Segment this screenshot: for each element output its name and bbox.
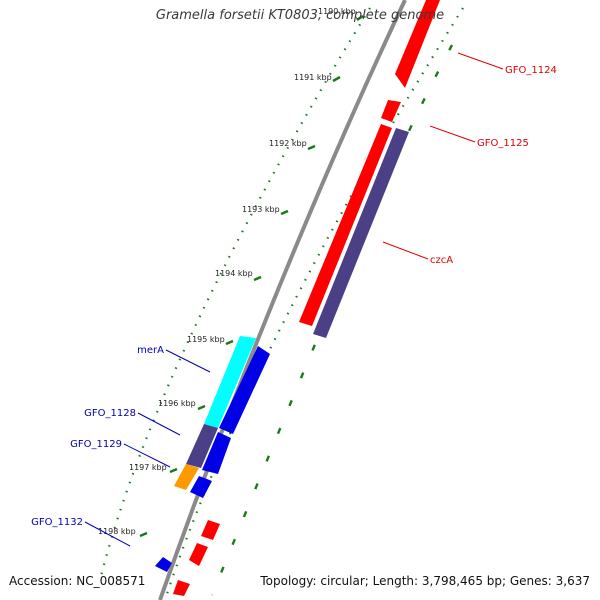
tick-1194: 1194 kbp (215, 269, 253, 278)
label-gfo-1132[interactable]: GFO_1132 (31, 517, 83, 528)
gene-red-small-3[interactable] (173, 580, 190, 596)
accession-text: Accession: NC_008571 (9, 574, 146, 588)
gene-blue-2[interactable] (202, 432, 231, 474)
label-leaders (84, 52, 504, 547)
inner-dot-ring (98, 7, 371, 581)
genome-title: Gramella forsetii KT0803, complete genom… (155, 8, 445, 23)
tick-1196: 1196 kbp (158, 399, 196, 408)
label-gfo-1124[interactable]: GFO_1124 (505, 65, 557, 76)
label-gfo-1129[interactable]: GFO_1129 (70, 439, 122, 450)
gene-red-small-2[interactable] (189, 543, 208, 566)
tick-1195: 1195 kbp (187, 335, 225, 344)
tick-1197: 1197 kbp (129, 463, 167, 472)
czca-ribbon (313, 128, 409, 338)
gene-czca[interactable] (299, 124, 392, 326)
gene-gfo-1124[interactable] (395, 0, 440, 88)
gene-red-small-1[interactable] (201, 520, 220, 540)
label-gfo-1128[interactable]: GFO_1128 (84, 408, 136, 419)
tick-1190: 1190 kbp (318, 7, 356, 16)
tick-1191: 1191 kbp (294, 73, 332, 82)
reverse-genes (155, 346, 270, 572)
gfo-1128-ribbon (186, 424, 218, 468)
gene-blue-1[interactable] (219, 346, 270, 434)
gene-blue-3[interactable] (190, 476, 212, 498)
forward-genes (173, 0, 440, 596)
label-czca[interactable]: czcA (430, 255, 453, 266)
mera-ribbon (204, 336, 256, 428)
tick-1193: 1193 kbp (242, 205, 280, 214)
tick-1198: 1198 kbp (98, 527, 136, 536)
gene-gfo-1125[interactable] (381, 100, 401, 122)
label-gfo-1125[interactable]: GFO_1125 (477, 138, 529, 149)
genome-backbone (158, 0, 407, 600)
gfo-1129-ribbon (174, 464, 199, 490)
tick-marks (139, 14, 364, 538)
gene-gfo-1132[interactable] (155, 557, 172, 572)
outer-dot-ring (163, 7, 464, 600)
label-mera[interactable]: merA (137, 345, 164, 356)
genome-summary-text: Topology: circular; Length: 3,798,465 bp… (260, 574, 590, 588)
tick-1192: 1192 kbp (269, 139, 307, 148)
